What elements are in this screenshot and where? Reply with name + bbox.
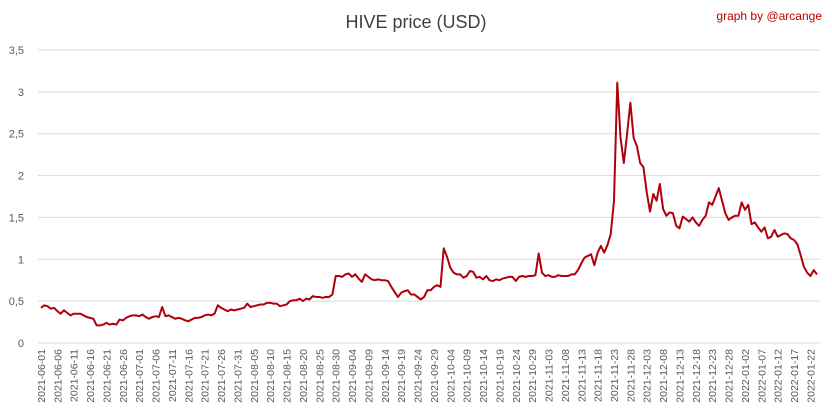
x-tick-label: 2021-12-23 [707,349,719,403]
x-tick-label: 2021-08-30 [331,349,343,403]
y-tick-label: 1,5 [9,212,24,224]
x-tick-label: 2021-10-19 [494,349,506,403]
y-tick-label: 3,5 [9,45,24,57]
chart-credit: graph by @arcange [716,9,822,23]
x-tick-label: 2021-11-28 [625,349,637,402]
x-tick-label: 2021-09-19 [396,349,408,403]
x-tick-label: 2022-01-22 [805,349,817,403]
x-tick-label: 2021-11-03 [544,349,556,402]
x-tick-label: 2021-08-20 [298,349,310,403]
x-tick-label: 2021-10-24 [511,349,523,403]
x-tick-label: 2021-10-29 [527,349,539,403]
x-tick-label: 2021-06-06 [52,349,64,403]
x-tick-label: 2021-07-01 [134,349,146,403]
price-series-line [40,81,818,327]
y-tick-label: 0 [18,338,24,350]
y-tick-label: 2 [18,171,24,183]
x-tick-label: 2021-10-09 [462,349,474,403]
x-tick-label: 2021-07-06 [151,349,163,403]
x-tick-label: 2021-06-26 [118,349,130,403]
x-tick-label: 2021-10-04 [445,349,457,403]
x-tick-label: 2021-09-04 [347,349,359,403]
x-tick-label: 2021-09-29 [429,349,441,403]
y-tick-label: 2,5 [9,129,24,141]
x-tick-label: 2022-01-17 [789,349,801,403]
series-layer [40,81,818,327]
x-tick-label: 2021-11-08 [560,349,572,402]
x-tick-label: 2021-07-31 [232,349,244,403]
x-tick-label: 2021-12-13 [674,349,686,403]
y-tick-label: 1 [18,254,24,266]
x-tick-label: 2021-09-14 [380,349,392,403]
x-tick-label: 2021-12-08 [658,349,670,403]
x-tick-label: 2022-01-02 [740,349,752,403]
y-tick-label: 3 [18,87,24,99]
x-tick-label: 2021-12-28 [724,349,736,403]
y-axis-ticks: 0 0,5 1 1,5 2 2,5 3 3,5 [9,45,24,350]
x-tick-label: 2021-09-09 [363,349,375,403]
x-tick-label: 2021-06-21 [101,349,113,403]
x-tick-label: 2021-10-14 [478,349,490,403]
x-tick-label: 2021-11-23 [609,349,621,402]
x-tick-label: 2021-12-18 [691,349,703,403]
x-tick-label: 2021-08-05 [249,349,261,403]
x-tick-label: 2021-08-25 [314,349,326,403]
x-tick-label: 2021-11-18 [593,349,605,402]
chart-title: HIVE price (USD) [345,12,487,32]
x-tick-label: 2021-07-16 [183,349,195,403]
x-tick-label: 2021-06-01 [36,349,48,403]
x-tick-label: 2021-09-24 [413,349,425,403]
x-tick-label: 2021-12-03 [642,349,654,403]
x-tick-label: 2021-07-21 [200,349,212,403]
x-tick-label: 2021-06-11 [69,349,81,402]
x-tick-label: 2022-01-07 [756,349,768,403]
gridlines [38,49,820,344]
x-axis-ticks: 2021-06-01 2021-06-06 2021-06-11 2021-06-16… [36,349,817,403]
x-tick-label: 2021-07-11 [167,349,179,402]
x-tick-label: 2022-01-12 [773,349,785,403]
x-tick-label: 2021-08-15 [282,349,294,403]
x-tick-label: 2021-06-16 [85,349,97,403]
x-tick-label: 2021-11-13 [576,349,588,402]
x-tick-label: 2021-08-10 [265,349,277,403]
y-tick-label: 0,5 [9,296,24,308]
x-tick-label: 2021-07-26 [216,349,228,403]
